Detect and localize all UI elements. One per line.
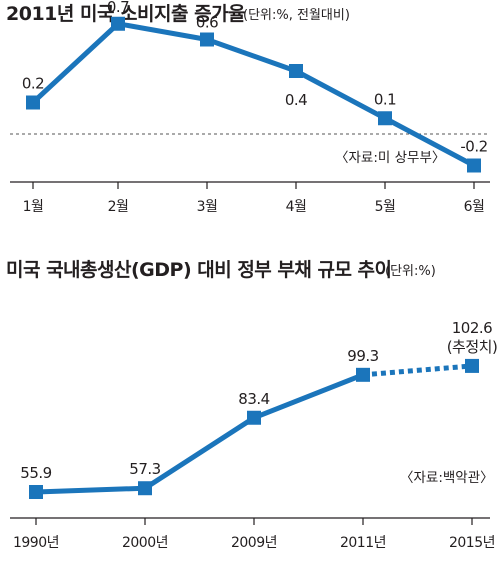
chart2-series-line xyxy=(35,372,364,495)
chart2-unit: (단위:%) xyxy=(385,264,436,279)
chart2-estimate-label: (추정치) xyxy=(447,338,498,356)
chart1-value-label: 0.1 xyxy=(374,90,396,108)
chart1-point xyxy=(200,32,214,47)
chart1-point xyxy=(378,111,392,126)
chart1-point xyxy=(111,16,125,31)
chart2-value-label: 99.3 xyxy=(347,347,378,365)
chart1-point xyxy=(289,64,303,78)
chart1-tick-label: 6월 xyxy=(464,199,485,215)
chart1-tick-label: 1월 xyxy=(23,199,44,215)
chart2-tick-label: 2015년 xyxy=(449,535,495,551)
chart2-tick-label: 2000년 xyxy=(122,535,168,551)
chart2-point xyxy=(465,358,479,373)
chart1-source: 〈자료:미 상무부〉 xyxy=(335,150,445,166)
chart2-value-label: 55.9 xyxy=(20,464,51,482)
chart2-point xyxy=(29,485,43,499)
chart1-series-line xyxy=(31,21,476,168)
chart2-value-label: 102.6 xyxy=(452,319,492,337)
chart1-tick-label: 2월 xyxy=(108,199,129,215)
chart1-tick-label: 4월 xyxy=(286,199,307,215)
chart2-point xyxy=(138,481,152,496)
chart1-ticks: 1월 2월 3월 4월 5월 6월 xyxy=(23,182,485,215)
chart1-plot: 0.2 0.7 0.6 0.4 0.1 -0.2 xyxy=(22,0,488,173)
chart2-tick-label: 2011년 xyxy=(340,535,386,551)
chart1-point xyxy=(467,158,481,173)
chart2-tick-label: 1990년 xyxy=(13,535,59,551)
chart1-unit: (단위:%, 전월대비) xyxy=(243,8,350,23)
chart2-tick-label: 2009년 xyxy=(231,535,277,551)
chart1-tick-label: 3월 xyxy=(197,199,218,215)
chart1-value-label: -0.2 xyxy=(460,138,487,156)
chart2-point xyxy=(356,367,370,382)
chart2-ticks: 1990년 2000년 2009년 2011년 2015년 xyxy=(13,518,496,551)
chart1-value-label: 0.6 xyxy=(196,14,218,32)
chart1-value-label: 0.4 xyxy=(285,91,307,109)
chart1-tick-label: 5월 xyxy=(375,199,396,215)
chart2-value-label: 83.4 xyxy=(238,390,269,408)
chart2-source: 〈자료:백악관〉 xyxy=(400,470,494,486)
chart2-point xyxy=(247,410,261,425)
chart1-value-label: 0.2 xyxy=(22,75,44,93)
chart1-title: 2011년 미국 소비지출 증가율 xyxy=(6,3,245,25)
chart2-plot: 55.9 57.3 83.4 99.3 102.6(추정치) xyxy=(20,319,498,499)
chart2-value-label: 57.3 xyxy=(129,460,160,478)
chart1-point xyxy=(26,95,40,110)
chart2-estimate-line xyxy=(362,363,473,378)
chart1-value-label: 0.7 xyxy=(107,0,129,16)
chart2-title: 미국 국내총생산(GDP) 대비 정부 부채 규모 추이 xyxy=(6,259,392,281)
